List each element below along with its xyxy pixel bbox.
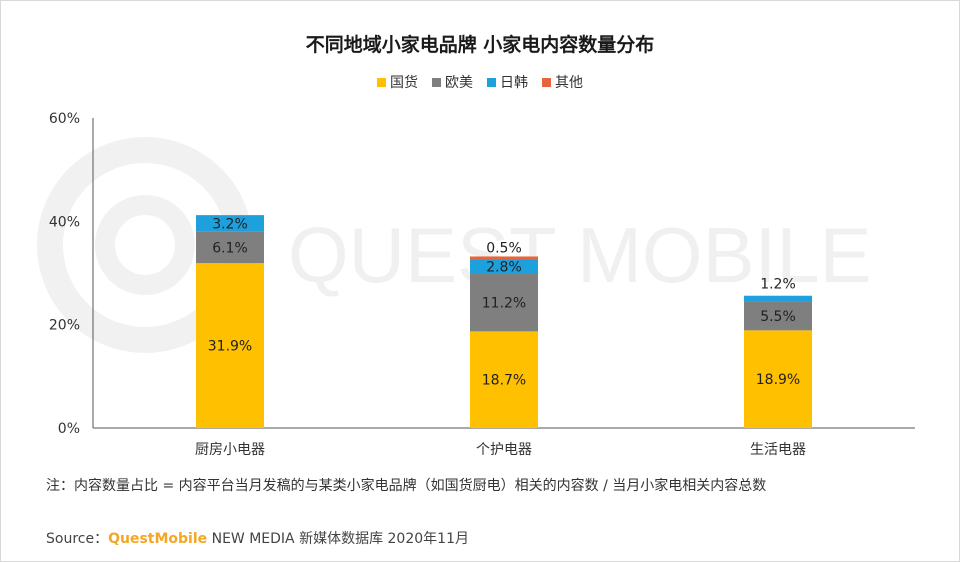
bar-1-3: [470, 256, 538, 260]
legend-label-0: 国货: [390, 75, 418, 91]
y-tick-label: 40%: [49, 214, 80, 230]
data-label-2-2: 1.2%: [760, 277, 796, 293]
bar-1-2: [470, 259, 538, 274]
legend-swatch-3: [542, 77, 551, 87]
bar-1-1: [470, 273, 538, 332]
legend: 国货 欧美 日韩 其他: [0, 72, 960, 92]
bar-2-1: [744, 301, 812, 331]
data-label-0-0: 31.9%: [208, 339, 252, 355]
y-tick-label: 20%: [49, 318, 80, 334]
x-tick-label-0: 厨房小电器: [195, 442, 265, 458]
source-prefix: Source：: [46, 531, 109, 547]
data-label-1-2: 2.8%: [486, 259, 522, 275]
data-label-2-1: 5.5%: [760, 309, 796, 325]
data-label-1-1: 11.2%: [482, 295, 526, 311]
y-tick-label: 60%: [49, 111, 80, 127]
legend-item-3: 其他: [542, 72, 583, 92]
x-tick-label-2: 生活电器: [750, 442, 806, 458]
bar-1-0: [470, 331, 538, 428]
bar-2-0: [744, 330, 812, 428]
data-label-2-0: 18.9%: [756, 372, 800, 388]
legend-item-2: 日韩: [487, 72, 528, 92]
legend-label-3: 其他: [555, 75, 583, 91]
footnote: 注：内容数量占比 = 内容平台当月发稿的与某类小家电品牌（如国货厨电）相关的内容…: [46, 478, 767, 494]
legend-label-2: 日韩: [500, 75, 528, 91]
bar-0-0: [196, 263, 264, 428]
source-line: Source：QuestMobile NEW MEDIA 新媒体数据库 2020…: [46, 528, 469, 548]
data-label-0-2: 3.2%: [212, 216, 248, 232]
legend-item-1: 欧美: [432, 72, 473, 92]
data-label-0-1: 6.1%: [212, 240, 248, 256]
legend-swatch-1: [432, 77, 441, 87]
legend-item-0: 国货: [377, 72, 418, 92]
source-brand: QuestMobile: [108, 531, 208, 547]
bar-0-1: [196, 231, 264, 264]
legend-label-1: 欧美: [445, 75, 473, 91]
legend-swatch-0: [377, 77, 386, 87]
chart-title: 不同地域小家电品牌 小家电内容数量分布: [305, 34, 655, 56]
chart-plot: 0% 20% 40% 60% 31.9% 6.1% 3.2% 厨房小电器 18.7% 11.2% 2…: [49, 111, 915, 458]
bar-2-2: [744, 295, 812, 302]
data-label-1-3: 0.5%: [486, 240, 522, 256]
y-tick-label: 0%: [58, 421, 80, 437]
source-suffix: NEW MEDIA 新媒体数据库 2020年11月: [207, 531, 469, 547]
data-label-1-0: 18.7%: [482, 373, 526, 389]
x-tick-label-1: 个护电器: [476, 442, 532, 458]
legend-swatch-2: [487, 77, 496, 87]
bar-0-2: [196, 215, 264, 232]
